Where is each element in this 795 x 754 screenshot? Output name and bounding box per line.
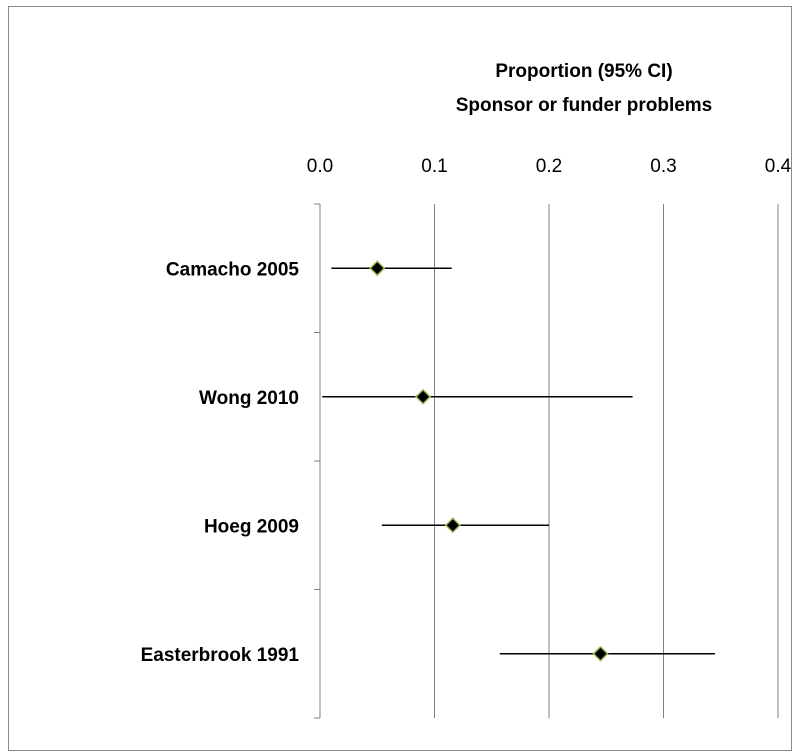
forest-plot: Proportion (95% CI) Sponsor or funder pr… <box>9 7 791 750</box>
study-label: Hoeg 2009 <box>204 516 299 537</box>
estimate-marker <box>370 261 384 275</box>
study-label: Wong 2010 <box>199 388 299 409</box>
grid-lines <box>435 204 779 718</box>
x-tick-label: 0.2 <box>536 156 562 177</box>
x-tick-label: 0.4 <box>765 156 791 177</box>
x-tick-labels: 0.0 0.1 0.2 0.3 0.4 <box>307 156 791 177</box>
studies: Camacho 2005 Wong 2010 Hoeg 2009 Easterbroo… <box>141 259 715 666</box>
study-label: Camacho 2005 <box>166 259 300 280</box>
estimate-marker <box>594 647 608 661</box>
estimate-marker <box>416 390 430 404</box>
y-axis <box>314 204 320 718</box>
study-row: Camacho 2005 <box>166 259 452 280</box>
study-row: Easterbrook 1991 <box>141 645 715 666</box>
study-row: Wong 2010 <box>199 388 633 409</box>
chart-title-line1: Proportion (95% CI) <box>495 61 672 82</box>
chart-title-line2: Sponsor or funder problems <box>456 95 713 116</box>
x-tick-label: 0.3 <box>650 156 676 177</box>
study-label: Easterbrook 1991 <box>141 645 300 666</box>
x-tick-label: 0.1 <box>421 156 447 177</box>
estimate-marker <box>446 518 460 532</box>
x-tick-label: 0.0 <box>307 156 333 177</box>
chart-frame: Proportion (95% CI) Sponsor or funder pr… <box>8 6 792 751</box>
study-row: Hoeg 2009 <box>204 516 549 537</box>
